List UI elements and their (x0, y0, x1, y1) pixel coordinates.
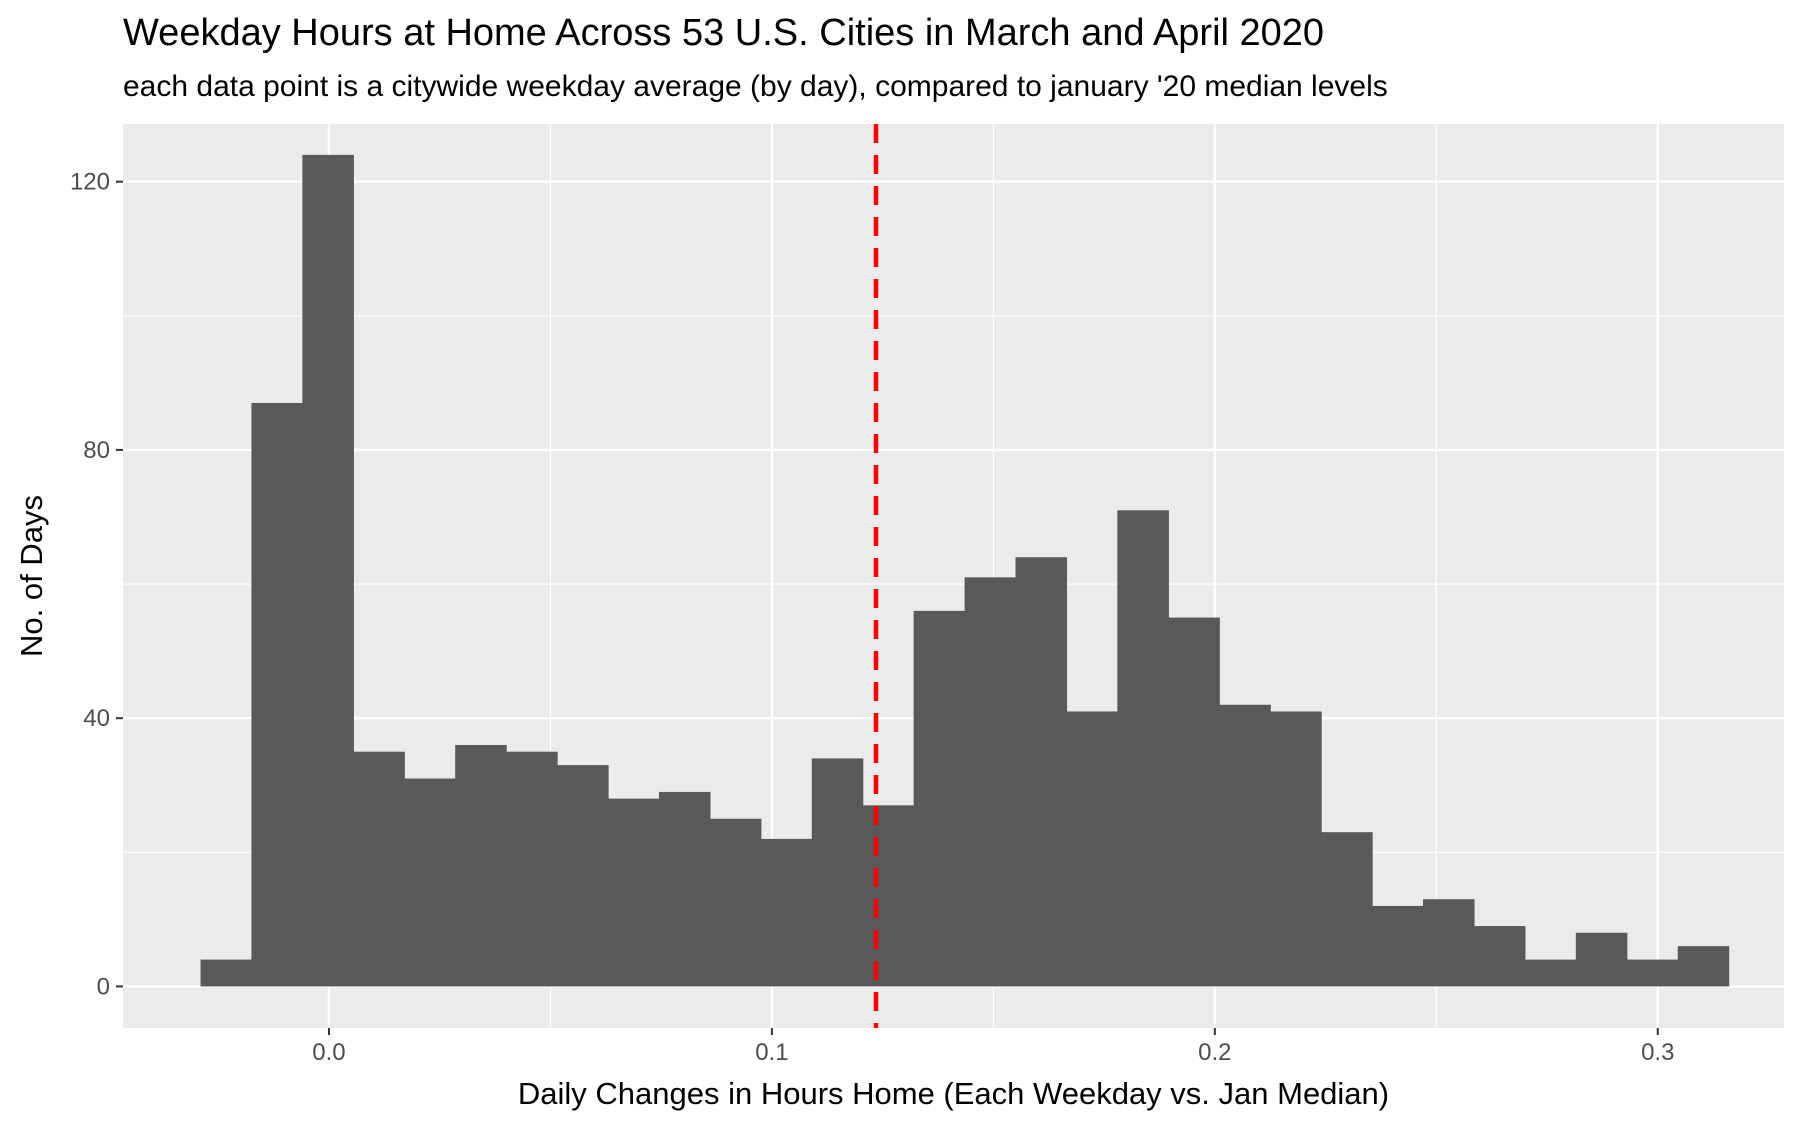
x-tick-label: 0.0 (312, 1039, 345, 1066)
histogram-bar (1423, 899, 1475, 987)
histogram-bar (200, 959, 253, 987)
histogram-bar (1473, 926, 1526, 987)
histogram-bar (455, 744, 507, 987)
histogram-bar (557, 765, 609, 987)
y-axis-title: No. of Days (14, 495, 49, 657)
histogram-bar (862, 805, 915, 987)
histogram-bar (1015, 557, 1068, 987)
y-tick-label: 80 (83, 437, 110, 464)
histogram-bar (1677, 946, 1730, 987)
x-tick-label: 0.1 (755, 1039, 788, 1066)
histogram-bar (353, 751, 405, 987)
y-tick-label: 0 (97, 973, 110, 1000)
histogram-bar (302, 154, 354, 987)
y-tick-label: 40 (83, 705, 110, 732)
histogram-bar (709, 818, 762, 987)
histogram-bar (1270, 711, 1322, 987)
histogram-bar (658, 791, 711, 987)
histogram-bar (1321, 832, 1373, 987)
histogram-bar (404, 778, 456, 987)
histogram-bar (251, 402, 303, 987)
chart-title: Weekday Hours at Home Across 53 U.S. Cit… (123, 12, 1325, 54)
histogram-bar (1219, 704, 1271, 987)
histogram-bar (1575, 932, 1628, 987)
chart-subtitle: each data point is a citywide weekday av… (123, 70, 1388, 103)
x-tick-label: 0.3 (1641, 1039, 1674, 1066)
x-tick-label: 0.2 (1198, 1039, 1231, 1066)
histogram-bar (1117, 510, 1169, 987)
histogram-bar (1372, 905, 1424, 987)
histogram-bar (506, 751, 558, 987)
histogram-bar (964, 577, 1017, 987)
y-tick-label: 120 (70, 169, 110, 196)
x-axis-title: Daily Changes in Hours Home (Each Weekda… (518, 1076, 1389, 1111)
histogram-bar (760, 838, 813, 987)
histogram-bar (913, 610, 966, 987)
histogram-bar (1066, 711, 1118, 987)
histogram-bar (1168, 617, 1220, 987)
histogram-bar (1626, 959, 1679, 987)
histogram-bar (1524, 959, 1577, 987)
histogram-bar (608, 798, 660, 987)
histogram-bar (811, 758, 864, 987)
